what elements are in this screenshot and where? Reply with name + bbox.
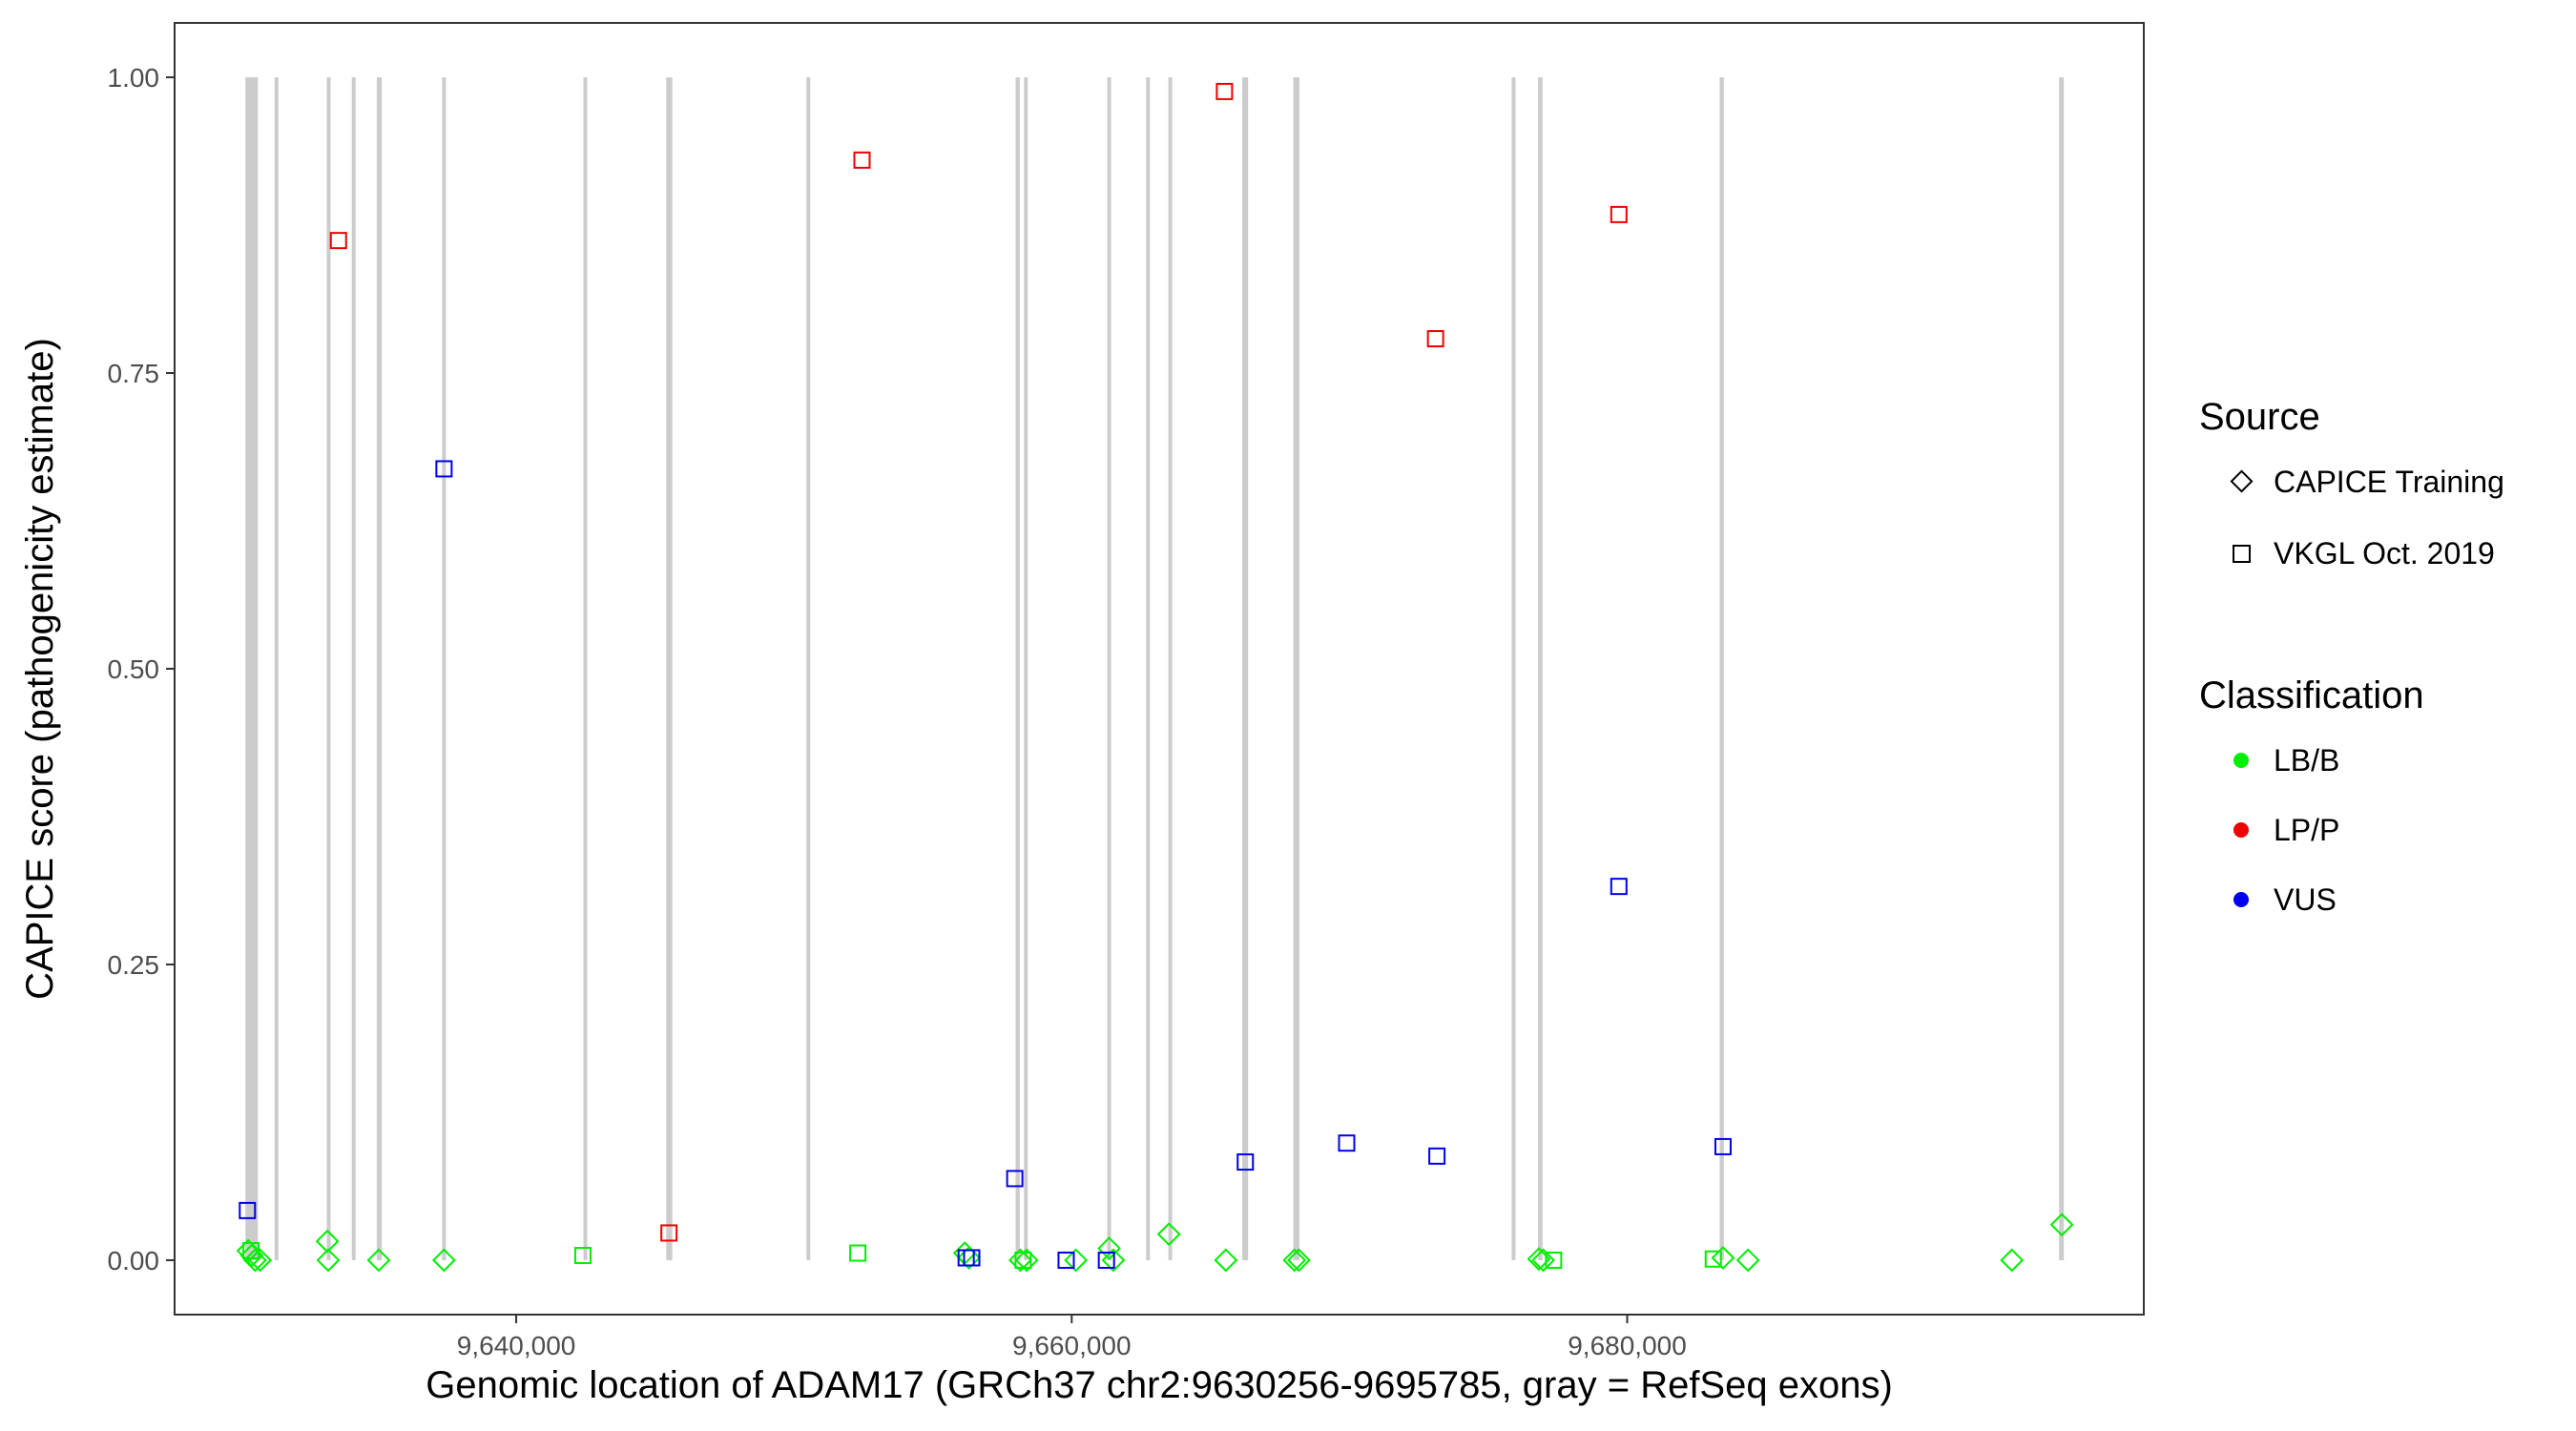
diamond-point: [1014, 1248, 1039, 1273]
data-points: [236, 82, 2074, 1273]
square-point: [853, 151, 871, 169]
plot-panel: [175, 23, 2144, 1315]
exon-bar: [326, 77, 331, 1260]
x-axis: 9,640,000 9,660,000 9,680,000: [457, 1315, 1687, 1360]
exon-bar: [1024, 77, 1028, 1260]
square-point: [1428, 1147, 1446, 1165]
diamond-point: [1156, 1222, 1181, 1247]
square-point: [1215, 82, 1234, 100]
legend-key-vus-dot-icon: [2233, 892, 2249, 907]
y-axis: 0.00 0.25 0.50 0.75 1.00: [108, 63, 175, 1275]
square-point: [963, 1249, 981, 1267]
y-tick-label: 0.50: [108, 654, 160, 684]
exon-bar: [442, 77, 447, 1260]
square-point: [1006, 1170, 1024, 1188]
y-tick-label: 0.00: [108, 1246, 160, 1275]
legend-key-square-icon: [2233, 545, 2251, 563]
x-tick-label: 9,680,000: [1568, 1331, 1687, 1360]
diamond-point: [1214, 1248, 1238, 1273]
square-point: [1426, 330, 1444, 348]
x-tick-label: 9,640,000: [457, 1331, 576, 1360]
square-point: [1704, 1250, 1722, 1268]
square-point: [435, 460, 453, 478]
diamond-point: [366, 1248, 391, 1273]
exon-bar: [1242, 77, 1249, 1260]
diamond-point: [957, 1246, 982, 1270]
exon-bar: [806, 77, 811, 1260]
diamond-point: [2000, 1248, 2025, 1273]
y-axis-title: CAPICE score (pathogenicity estimate): [19, 338, 61, 1000]
legend-title-classification: Classification: [2199, 674, 2424, 716]
exon-bar: [1146, 77, 1151, 1260]
legend-key-lbb-dot-icon: [2233, 753, 2249, 768]
square-point: [1714, 1137, 1732, 1155]
exon-bar: [1511, 77, 1516, 1260]
square-point: [242, 1242, 260, 1260]
square-point: [1338, 1134, 1356, 1152]
exon-bar: [1293, 77, 1300, 1260]
square-point: [239, 1201, 257, 1219]
diamond-point: [1097, 1236, 1122, 1260]
legend: Source CAPICE Training VKGL Oct. 2019 Cl…: [2199, 396, 2504, 917]
diamond-point: [1282, 1248, 1307, 1273]
exon-bar: [1168, 77, 1173, 1260]
square-point: [573, 1247, 592, 1265]
exon-bar: [583, 77, 588, 1260]
square-point: [329, 232, 347, 250]
legend-label-vus: VUS: [2274, 882, 2337, 917]
diamond-point: [1735, 1248, 1760, 1273]
diamond-point: [1008, 1248, 1032, 1273]
x-axis-title: Genomic location of ADAM17 (GRCh37 chr2:…: [426, 1364, 1893, 1406]
y-tick-label: 0.25: [108, 950, 160, 980]
exon-bar: [274, 77, 279, 1260]
square-point: [1610, 878, 1628, 896]
x-tick-label: 9,660,000: [1012, 1331, 1132, 1360]
diamond-point: [1064, 1248, 1089, 1273]
legend-key-diamond-icon: [2230, 469, 2254, 493]
square-point: [660, 1224, 678, 1242]
diamond-point: [1287, 1248, 1311, 1273]
square-point: [849, 1244, 867, 1262]
exon-bar: [351, 77, 356, 1260]
exon-bar: [1538, 77, 1543, 1260]
square-point: [1097, 1251, 1115, 1269]
y-tick-label: 0.75: [108, 359, 160, 388]
diamond-point: [1531, 1248, 1556, 1273]
exon-bar: [666, 77, 673, 1260]
square-point: [1057, 1251, 1075, 1269]
exon-bars: [245, 77, 2065, 1260]
diamond-point: [1711, 1246, 1735, 1270]
exon-bar: [2059, 77, 2065, 1260]
exon-bar: [1107, 77, 1111, 1260]
exon-bar: [376, 77, 383, 1260]
exon-bar: [1719, 77, 1724, 1260]
legend-title-source: Source: [2199, 396, 2320, 438]
legend-label-lbb: LB/B: [2274, 743, 2339, 778]
square-point: [1545, 1251, 1563, 1269]
diamond-point: [2049, 1213, 2074, 1237]
diamond-point: [316, 1248, 341, 1273]
exon-bar: [1015, 77, 1020, 1260]
square-point: [1014, 1251, 1032, 1269]
diamond-point: [1101, 1248, 1126, 1273]
diamond-point: [248, 1248, 273, 1273]
diamond-point: [431, 1248, 456, 1273]
y-tick-label: 1.00: [108, 63, 160, 93]
legend-label-capice-training: CAPICE Training: [2274, 465, 2504, 499]
square-point: [1236, 1153, 1255, 1172]
legend-label-vkgl: VKGL Oct. 2019: [2274, 536, 2495, 570]
square-point: [1610, 205, 1628, 223]
exon-bar: [245, 77, 259, 1260]
legend-key-lpp-dot-icon: [2233, 822, 2249, 838]
diamond-point: [243, 1248, 267, 1273]
legend-label-lpp: LP/P: [2274, 813, 2339, 847]
